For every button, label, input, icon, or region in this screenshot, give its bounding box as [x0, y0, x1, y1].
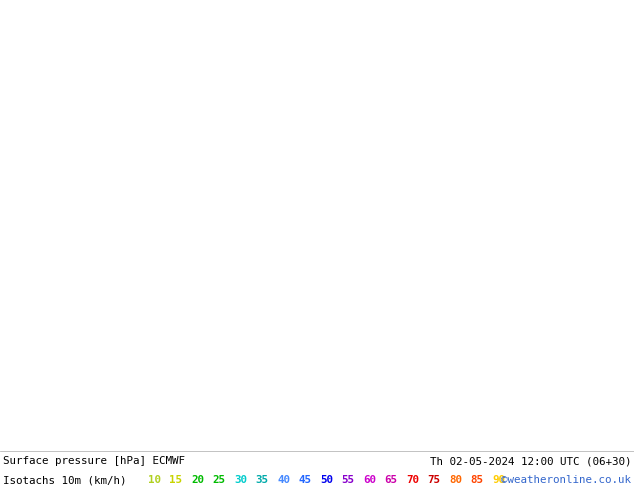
Text: 80: 80	[449, 475, 462, 485]
Text: 40: 40	[277, 475, 290, 485]
Text: 55: 55	[342, 475, 354, 485]
Text: 20: 20	[191, 475, 204, 485]
Text: 50: 50	[320, 475, 333, 485]
Text: 90: 90	[492, 475, 505, 485]
Text: Surface pressure [hPa] ECMWF: Surface pressure [hPa] ECMWF	[3, 456, 185, 466]
Text: 65: 65	[384, 475, 398, 485]
Text: 75: 75	[427, 475, 441, 485]
Text: ©weatheronline.co.uk: ©weatheronline.co.uk	[501, 475, 631, 485]
Text: 15: 15	[169, 475, 183, 485]
Text: Th 02-05-2024 12:00 UTC (06+30): Th 02-05-2024 12:00 UTC (06+30)	[429, 456, 631, 466]
Text: 70: 70	[406, 475, 419, 485]
Text: 25: 25	[212, 475, 226, 485]
Text: 10: 10	[148, 475, 161, 485]
Text: 85: 85	[470, 475, 484, 485]
Text: 30: 30	[234, 475, 247, 485]
Text: 45: 45	[299, 475, 311, 485]
Text: 60: 60	[363, 475, 376, 485]
Text: 35: 35	[256, 475, 269, 485]
Text: Isotachs 10m (km/h): Isotachs 10m (km/h)	[3, 475, 127, 485]
